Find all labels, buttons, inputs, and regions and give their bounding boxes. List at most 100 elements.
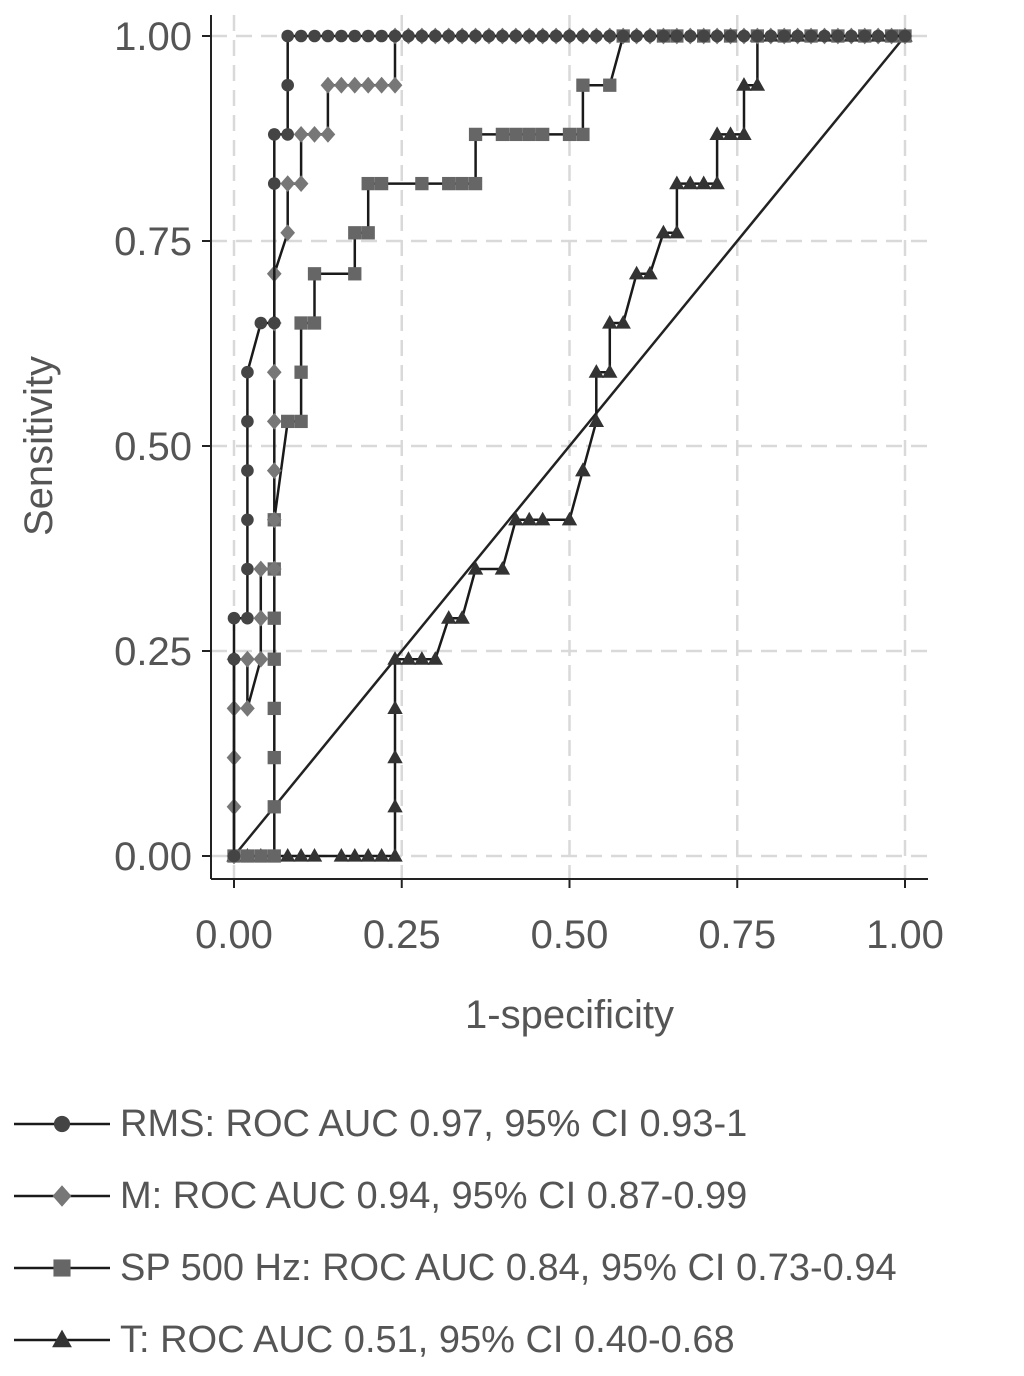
data-point-rms (590, 29, 603, 43)
series-rms (227, 29, 912, 863)
data-point-rms (294, 29, 308, 43)
data-point-rms (308, 29, 321, 43)
data-point-m (253, 650, 269, 668)
data-point-t (561, 511, 578, 526)
data-point-rms (241, 513, 254, 527)
data-point-rms (388, 29, 402, 43)
data-point-sp-500-hz (576, 78, 590, 92)
data-point-m (266, 511, 282, 529)
legend-item-rms: RMS: ROC AUC 0.97, 95% CI 0.93-1 (12, 1088, 1022, 1160)
data-point-rms (777, 29, 791, 43)
legend-item-sp-500-hz: SP 500 Hz: ROC AUC 0.84, 95% CI 0.73-0.9… (12, 1232, 1022, 1304)
data-point-t (642, 265, 658, 280)
data-point-t (736, 126, 752, 140)
data-point-sp-500-hz (254, 849, 268, 863)
data-point-m (374, 76, 389, 94)
data-point-sp-500-hz (361, 226, 375, 240)
data-point-rms (657, 29, 670, 43)
x-tick-label: 0.25 (363, 913, 441, 957)
data-point-t (293, 847, 309, 862)
legend-label: M: ROC AUC 0.94, 95% CI 0.87-0.99 (120, 1174, 748, 1217)
legend-key-marker (52, 1185, 72, 1207)
legend-key-diamond-icon (14, 1185, 110, 1207)
data-point-t (602, 314, 618, 329)
data-point-rms (241, 365, 254, 379)
data-point-t (655, 224, 672, 239)
data-point-t (722, 126, 739, 140)
data-point-sp-500-hz (455, 176, 469, 191)
data-point-m (266, 413, 282, 430)
data-point-t (427, 651, 443, 665)
data-point-sp-500-hz (415, 176, 429, 191)
data-point-rms (576, 29, 590, 43)
data-point-rms (831, 29, 845, 43)
data-point-t (669, 224, 685, 239)
reference-diagonal-line (233, 35, 906, 857)
data-point-rms (254, 316, 268, 330)
data-point-rms (764, 29, 778, 43)
data-point-rms (227, 849, 241, 863)
data-point-rms (563, 29, 576, 43)
data-point-m (387, 76, 403, 94)
data-point-rms (522, 29, 536, 43)
data-point-rms (429, 29, 442, 43)
legend-label: SP 500 Hz: ROC AUC 0.84, 95% CI 0.73-0.9… (120, 1246, 897, 1289)
data-point-sp-500-hz (267, 800, 281, 814)
x-tick-label: 0.75 (698, 913, 776, 957)
data-point-rms (267, 316, 281, 330)
data-point-sp-500-hz (294, 365, 308, 379)
data-point-rms (898, 29, 912, 43)
data-point-m (266, 560, 282, 578)
y-tick-label: 0.75 (114, 220, 192, 264)
data-point-rms (227, 652, 241, 666)
data-point-sp-500-hz (348, 267, 362, 281)
data-point-m (240, 650, 255, 668)
data-point-m (293, 126, 309, 143)
data-point-t (628, 265, 645, 280)
data-point-rms (415, 29, 429, 43)
data-point-rms (267, 128, 281, 141)
data-point-t (333, 847, 350, 862)
data-point-rms (845, 29, 858, 43)
data-point-t (494, 560, 511, 575)
data-point-m (320, 126, 336, 143)
y-tick-label: 1.00 (114, 15, 192, 59)
data-point-t (400, 651, 417, 665)
data-point-sp-500-hz (361, 176, 375, 191)
data-point-rms (737, 29, 751, 43)
data-point-t (696, 175, 712, 190)
data-point-rms (442, 29, 456, 43)
data-point-sp-500-hz (576, 127, 590, 142)
data-point-t (306, 847, 323, 862)
data-point-rms (482, 29, 496, 43)
data-point-sp-500-hz (348, 226, 362, 240)
data-point-rms (885, 29, 898, 43)
data-point-t (373, 847, 390, 862)
y-tick-label: 0.00 (114, 835, 192, 879)
data-point-m (347, 76, 363, 94)
data-point-rms (241, 611, 254, 625)
data-point-rms (509, 29, 523, 43)
data-point-t (709, 126, 725, 140)
data-point-m (266, 363, 282, 381)
data-point-rms (616, 29, 630, 43)
data-point-rms (267, 177, 281, 190)
data-point-sp-500-hz (267, 701, 281, 716)
data-point-t (615, 314, 631, 329)
legend-key-circle-icon (14, 1115, 110, 1133)
data-point-m (307, 126, 322, 143)
data-point-t (682, 175, 698, 190)
data-point-rms (603, 29, 617, 43)
data-point-sp-500-hz (468, 176, 483, 191)
data-point-m (253, 560, 269, 578)
data-point-t (521, 511, 537, 526)
data-point-rms (496, 29, 509, 43)
data-point-rms (348, 29, 362, 43)
data-point-m (240, 700, 255, 717)
data-point-rms (281, 128, 294, 141)
data-point-rms (402, 29, 415, 43)
y-axis-title: Sensitivity (17, 356, 61, 536)
data-point-t (387, 700, 403, 714)
roc-chart: 0.00 0.25 0.50 0.75 1.00 0.00 0.25 0.50 0.75 1.0… (17, 15, 944, 1037)
y-axis-ticks: 0.00 0.25 0.50 0.75 1.00 (114, 15, 211, 879)
